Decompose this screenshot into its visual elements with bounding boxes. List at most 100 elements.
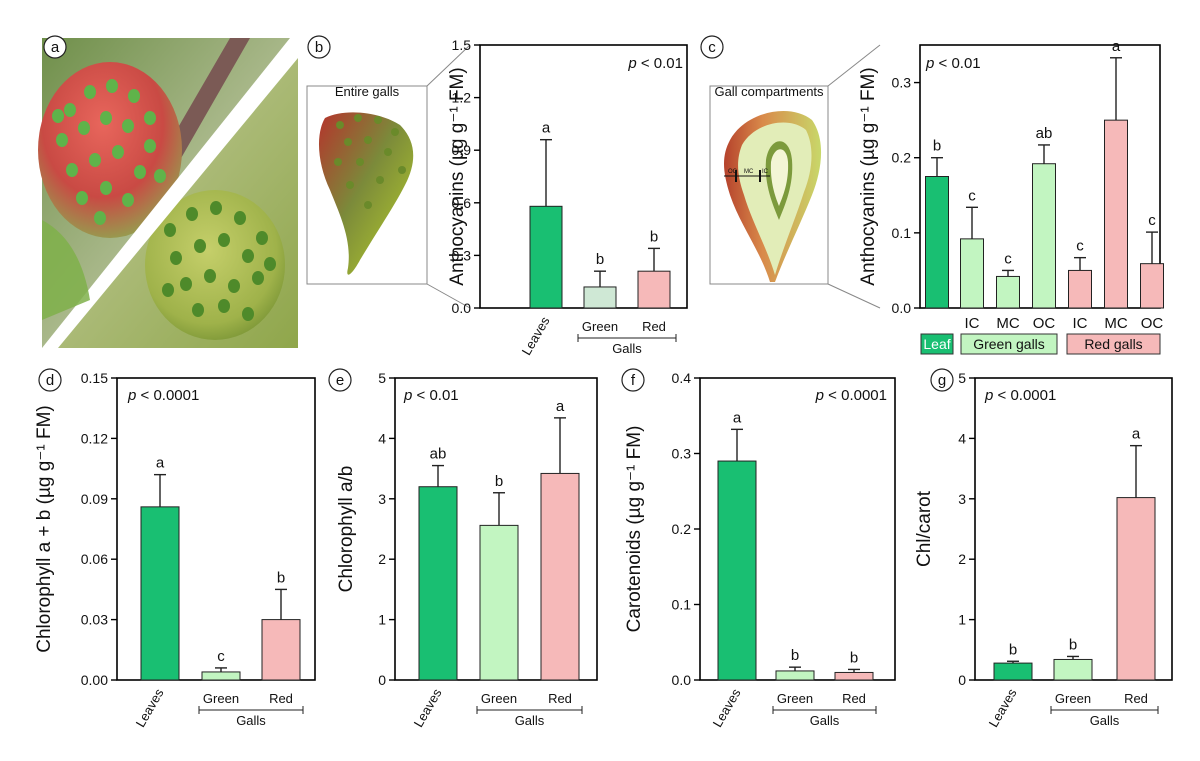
plot-frame (479, 44, 688, 309)
bar-g-1 (1053, 658, 1093, 681)
gall-bump (122, 119, 134, 133)
x-tick-label: OC (1141, 315, 1164, 332)
y-tick-label: 0.3 (892, 75, 912, 91)
bar-f-2 (834, 671, 874, 681)
charts-layer: 0.0 0.3 0.6 0.9 1.2 1.5 Anthocyanins (µg g⁻¹ F… (34, 37, 1173, 730)
bar-g-0 (993, 662, 1033, 681)
panel-letter-circle-a (43, 35, 67, 59)
gall-bump (228, 279, 240, 293)
y-tick-label: 0.9 (452, 142, 472, 158)
y-tick-label: 0.12 (81, 430, 108, 446)
y-axis-label: Anthocyanins (µg g⁻¹ FM) (447, 67, 468, 285)
x-tick-label: Green (777, 691, 813, 706)
significance-letter: a (1132, 426, 1141, 443)
y-tick-label: 1.5 (452, 37, 472, 53)
group-box-1 (960, 333, 1058, 355)
significance-letter: b (650, 228, 658, 245)
gall-bump (192, 303, 204, 317)
bar-b-1 (583, 286, 617, 309)
gall-bump (100, 181, 112, 195)
x-tick-label: Leaves (133, 686, 167, 730)
bar-b-0 (529, 205, 563, 309)
panel-b-illustration: Entire galls (306, 44, 471, 309)
gall-bump (122, 193, 134, 207)
label-ic: IC (762, 169, 769, 175)
y-axis-label: Anthocyanins (µg g⁻¹ FM) (858, 67, 879, 285)
green-gall-photo (145, 190, 285, 340)
panel-letter-f: f (631, 372, 636, 389)
significance-letter: c (1076, 238, 1084, 255)
x-tick-label: Red (548, 691, 572, 706)
y-tick-label: 2 (958, 551, 966, 567)
significance-letter: c (1148, 212, 1156, 229)
significance-letter: b (933, 138, 941, 155)
panel-letter-b: b (315, 39, 323, 56)
group-box-0 (920, 333, 954, 355)
entire-galls-label: Entire galls (335, 84, 400, 99)
y-tick-label: 0.4 (672, 370, 692, 386)
group-label: Galls (612, 341, 642, 356)
gall-bump (218, 299, 230, 313)
y-axis-label: Chlorophyll a + b (µg g⁻¹ FM) (34, 405, 55, 652)
y-tick-label: 0.0 (452, 300, 472, 316)
bar-e-1 (479, 524, 519, 681)
chart-panel-c: 0.0 0.1 0.2 0.3 Anthocyanins (µg g⁻¹ FM) p < … (858, 38, 1164, 355)
significance-letter: a (1112, 38, 1121, 55)
significance-letter: b (791, 647, 799, 664)
significance-letter: c (217, 648, 225, 665)
panel-letter-circle-e (328, 368, 352, 392)
y-tick-label: 0 (378, 672, 386, 688)
y-axis-label: Chlorophyll a/b (336, 466, 357, 593)
y-tick-label: 0.00 (81, 672, 108, 688)
panel-letter-g: g (938, 372, 946, 389)
x-tick-label: Green (1055, 691, 1091, 706)
gall-compartments-label: Gall compartments (714, 84, 824, 99)
y-tick-label: 0.3 (672, 446, 692, 462)
y-tick-label: 2 (378, 551, 386, 567)
p-value: p < 0.0001 (127, 387, 199, 404)
x-tick-label: Leaves (986, 686, 1020, 730)
significance-letter: b (1069, 636, 1077, 653)
p-value: p < 0.01 (627, 55, 683, 72)
gall-bump (252, 271, 264, 285)
y-tick-label: 0.1 (672, 597, 692, 613)
gall-bump (128, 89, 140, 103)
x-tick-label: Red (1124, 691, 1148, 706)
bar-c-6 (1140, 263, 1164, 309)
significance-letter: a (542, 120, 551, 137)
significance-letter: c (1004, 250, 1012, 267)
bar-c-0 (925, 176, 949, 309)
significance-letter: b (277, 569, 285, 586)
group-label: Galls (515, 713, 545, 728)
panel-letter-circle-d (38, 368, 62, 392)
y-tick-label: 0.09 (81, 491, 108, 507)
gall-bump (66, 163, 78, 177)
y-tick-label: 0.0 (892, 300, 912, 316)
gall-bump (210, 201, 222, 215)
panel-letter-circle-c (700, 35, 724, 59)
y-tick-label: 0.3 (452, 247, 472, 263)
y-tick-label: 5 (958, 370, 966, 386)
panel-c-illustration: Gall compartments OC MC IC (709, 44, 881, 309)
gall-bump (204, 269, 216, 283)
chart-panel-e: 0 1 2 3 4 5 Chlorophyll a/b p < 0.01 ab b a Leaves G… (336, 370, 598, 730)
diagonal-divider (42, 38, 298, 348)
y-tick-label: 0.15 (81, 370, 108, 386)
gall-bump (56, 133, 68, 147)
x-tick-label: MC (1104, 315, 1127, 332)
significance-letter: a (556, 398, 565, 415)
gall-bump (134, 165, 146, 179)
gall-bump (94, 211, 106, 225)
y-tick-label: 0.03 (81, 612, 108, 628)
gall-bump (234, 211, 246, 225)
gall-bump (144, 139, 156, 153)
bar-e-0 (418, 486, 458, 681)
gall-bump (100, 111, 112, 125)
green-gall-dots (162, 201, 276, 321)
bar-c-4 (1068, 269, 1092, 309)
p-value: p < 0.01 (403, 387, 459, 404)
gall-bump (78, 121, 90, 135)
gall-bump (144, 111, 156, 125)
x-tick-label: Green (203, 691, 239, 706)
